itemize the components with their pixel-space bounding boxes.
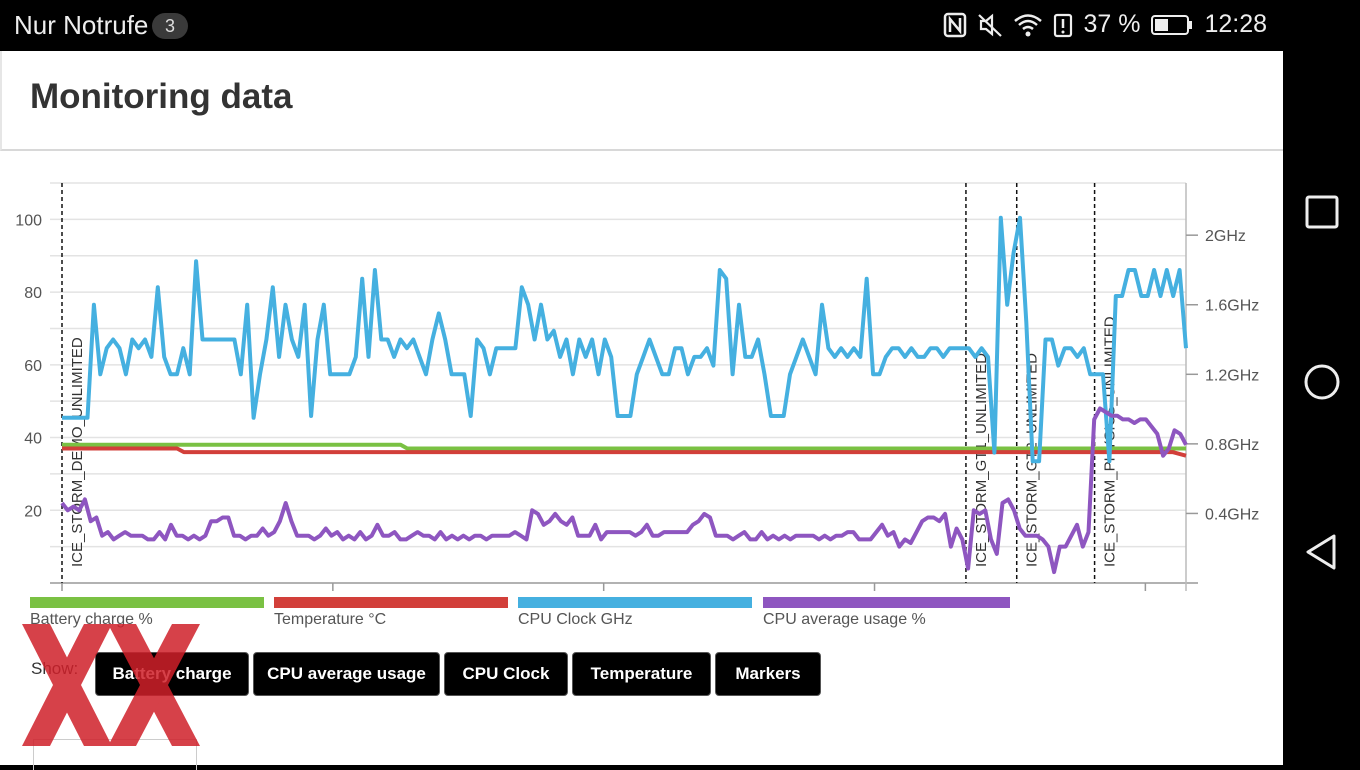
monitoring-chart: 100806040202GHz1.6GHz1.2GHz0.8GHz0.4GHz0… [15,182,1259,591]
status-icons: 37 % 12:28 [943,10,1267,39]
battery-icon [1150,13,1194,37]
y-right-tick-label: 0.4GHz [1205,506,1259,523]
wifi-icon [1013,12,1043,38]
clock-time: 12:28 [1204,10,1267,38]
series-line [60,406,1188,575]
page-content: Monitoring data 100 80 60 40 20 2GHz 1.6GHz 1.2… [0,51,1283,770]
xx-watermark-logo [22,624,200,746]
y-right-tick-label: 2GHz [1205,228,1246,245]
legend-label: CPU average usage % [763,611,926,628]
navigation-bar [1283,0,1360,765]
y-left-tick-label: 40 [24,431,42,448]
square-icon [1305,195,1339,229]
legend-swatch [30,597,264,608]
battery-percent: 37 % [1083,10,1141,38]
y-left-tick-label: 60 [24,358,42,375]
series-line [62,215,1188,464]
toggle-cpu-clock-button[interactable]: CPU Clock [444,652,568,696]
legend-cpu-usage: CPU average usage % [763,597,1010,629]
carrier-label: Nur Notrufe [14,10,149,40]
toggle-cpu-usage-button[interactable]: CPU average usage [253,652,440,696]
circle-icon [1304,364,1340,400]
toggle-temperature-button[interactable]: Temperature [572,652,711,696]
notification-count-badge: 3 [152,13,188,39]
legend-label: Battery charge % [30,611,153,628]
recent-apps-button[interactable] [1303,193,1341,231]
legend-cpu-clock: CPU Clock GHz [518,597,752,629]
triangle-back-icon [1306,534,1336,570]
marker-label: ICE_STORM_GT1_UNLIMITED [973,353,990,567]
back-button[interactable] [1303,533,1341,571]
nfc-icon [943,12,967,38]
y-right-tick-label: 1.6GHz [1205,298,1259,315]
status-bar: Nur Notrufe 3 37 % 12:28 [0,0,1283,51]
legend-label: CPU Clock GHz [518,611,633,628]
toggle-markers-button[interactable]: Markers [715,652,821,696]
series-line [62,442,1186,451]
legend-swatch [763,597,1010,608]
legend-swatch [274,597,508,608]
page-header: Monitoring data [0,51,1283,151]
battery-alert-icon [1053,12,1073,38]
legend-label: Temperature °C [274,611,387,628]
mute-icon [977,12,1003,38]
home-button[interactable] [1303,363,1341,401]
legend-temperature: Temperature °C [274,597,508,629]
page-title: Monitoring data [30,77,293,116]
series-line [62,446,1187,458]
legend-battery: Battery charge % [30,597,264,629]
legend-swatch [518,597,752,608]
y-right-tick-label: 0.8GHz [1205,437,1259,454]
y-left-tick-label: 100 [15,212,42,229]
y-left-tick-label: 20 [24,503,42,520]
y-left-tick-label: 80 [24,285,42,302]
marker-label: ICE_STORM_DEMO_UNLIMITED [69,337,86,567]
y-right-tick-label: 1.2GHz [1205,367,1259,384]
